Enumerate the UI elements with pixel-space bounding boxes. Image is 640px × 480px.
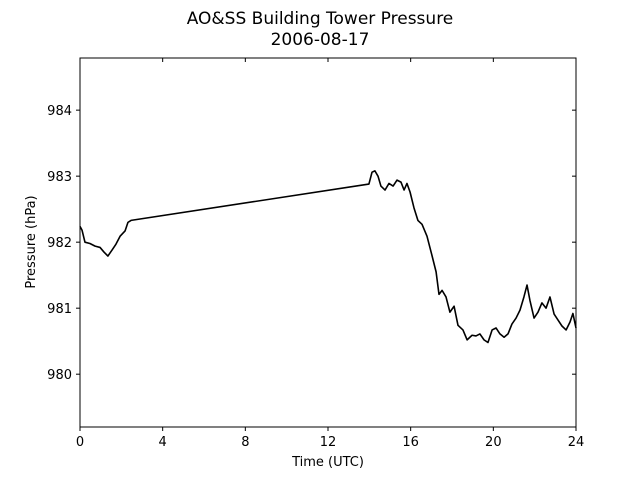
chart-title: AO&SS Building Tower Pressure: [187, 9, 454, 29]
x-tick-label: 4: [159, 435, 167, 450]
x-tick-label: 16: [402, 435, 419, 450]
x-axis-label: Time (UTC): [291, 455, 364, 470]
x-tick-label: 8: [241, 435, 249, 450]
plot-frame: [79, 57, 577, 428]
chart-subtitle: 2006-08-17: [271, 30, 370, 50]
y-axis-label: Pressure (hPa): [24, 195, 39, 288]
x-tick-label: 20: [485, 435, 502, 450]
y-tick-label: 980: [47, 368, 72, 383]
y-tick-label: 982: [47, 236, 72, 251]
y-tick-label: 984: [47, 104, 72, 119]
y-tick-label: 983: [47, 170, 72, 185]
x-tick-label: 24: [568, 435, 585, 450]
x-tick-label: 12: [320, 435, 337, 450]
y-tick-label: 981: [47, 302, 72, 317]
x-tick-label: 0: [76, 435, 84, 450]
data-line: [79, 170, 577, 344]
